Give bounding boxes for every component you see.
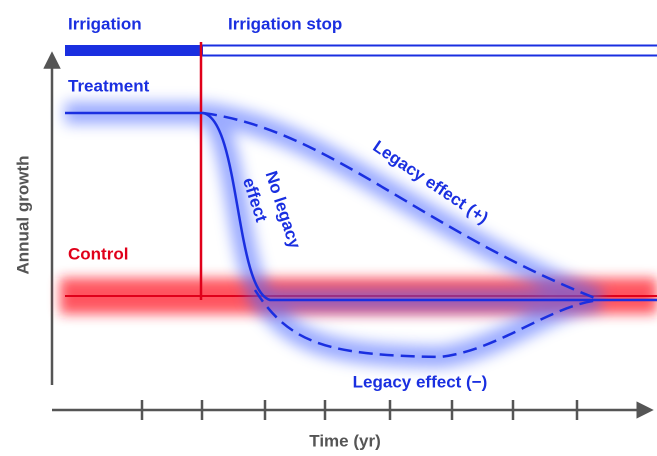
treatment-glow: [65, 102, 604, 369]
x-ticks: [140, 400, 579, 420]
control-label: Control: [68, 244, 128, 263]
treatment-lines: [65, 111, 657, 359]
irrigation-bar: [65, 45, 201, 56]
irrigation-label: Irrigation: [68, 14, 142, 33]
y-axis-label: Annual growth: [13, 156, 32, 275]
irrigation-stop-bar: [201, 44, 657, 57]
x-axis-label: Time (yr): [309, 431, 381, 450]
treatment-label: Treatment: [68, 76, 150, 95]
legacy-minus-label: Legacy effect (−): [353, 372, 488, 391]
irrigation-stop-label: Irrigation stop: [228, 14, 342, 33]
